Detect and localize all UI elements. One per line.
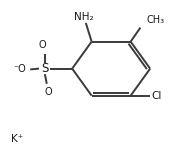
Text: CH₃: CH₃: [146, 15, 164, 25]
Text: ⁻O: ⁻O: [14, 64, 26, 74]
Text: O: O: [45, 87, 53, 97]
Text: O: O: [38, 40, 46, 50]
Text: Cl: Cl: [151, 91, 161, 101]
Text: NH₂: NH₂: [74, 12, 94, 22]
Text: K⁺: K⁺: [11, 134, 23, 144]
Text: S: S: [41, 62, 49, 75]
